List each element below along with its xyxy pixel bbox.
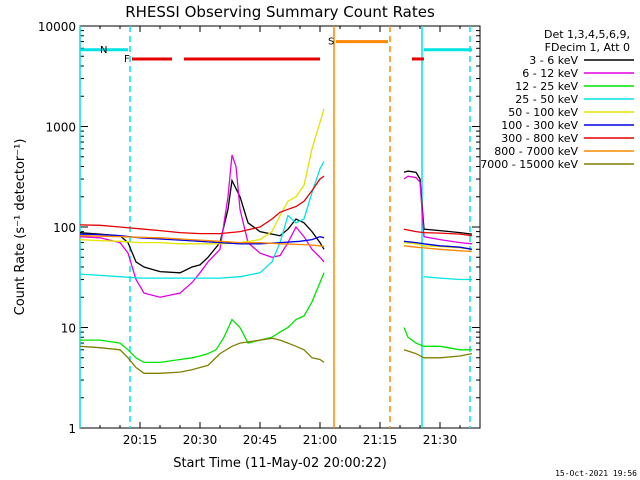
legend-label: 300 - 800 keV: [501, 132, 578, 145]
legend-label: 3 - 6 keV: [529, 54, 578, 67]
x-tick-label: 20:45: [243, 433, 278, 447]
plot-frame: [79, 25, 481, 429]
series-6-12-keV-line-after-gap: [403, 175, 473, 245]
series-800-7000-keV-line-after-gap: [403, 245, 473, 253]
y-axis-label: Count Rate (s⁻¹ detector⁻¹): [13, 139, 28, 316]
x-tick-label: 21:30: [423, 433, 458, 447]
legend-label: 100 - 300 keV: [501, 119, 578, 132]
x-tick-label: 21:00: [303, 433, 338, 447]
series-25-50-keV-line-after-gap: [423, 276, 472, 281]
y-tick-label: 1000: [45, 121, 76, 135]
y-tick-label: 100: [53, 221, 76, 235]
legend-label: 6 - 12 keV: [522, 67, 578, 80]
series-50-100-keV-line: [79, 108, 325, 245]
legend: Det 1,3,4,5,6,9,FDecim 1, Att 03 - 6 keV…: [480, 28, 634, 171]
x-tick-label: 20:15: [123, 433, 158, 447]
legend-label: 25 - 50 keV: [515, 93, 578, 106]
axis-ticks: 20:15 20:30 20:45 21:00 21:15 21:30 1 10 100 1000…: [38, 20, 481, 447]
y-tick-label: 10000: [38, 20, 76, 34]
generated-timestamp: 15-Oct-2021 19:56: [555, 469, 637, 478]
legend-label: 7000 - 15000 keV: [480, 158, 578, 171]
x-tick-label: 20:30: [183, 433, 218, 447]
data-layer: F N S: [79, 26, 473, 428]
x-axis-label: Start Time (11-May-02 20:00:22): [173, 456, 387, 471]
series-25-50-keV-line: [79, 161, 325, 279]
series-800-7000-keV-line: [79, 235, 325, 248]
legend-header-line: FDecim 1, Att 0: [545, 41, 630, 54]
y-tick-label: 10: [61, 322, 76, 336]
flag-label-s: S: [328, 37, 334, 48]
series-12-25-keV-line: [80, 272, 325, 364]
legend-label: 800 - 7000 keV: [494, 145, 578, 158]
x-tick-label: 21:15: [363, 433, 398, 447]
legend-header-line: Det 1,3,4,5,6,9,: [544, 28, 630, 41]
legend-label: 50 - 100 keV: [508, 106, 578, 119]
series-7000-15000-keV-line-after-gap: [403, 349, 473, 359]
y-tick-label: 1: [68, 422, 76, 436]
legend-label: 12 - 25 keV: [515, 80, 578, 93]
series-3-6-keV-line-after-gap: [403, 170, 473, 235]
flag-label-n: N: [100, 45, 107, 56]
chart-title: RHESSI Observing Summary Count Rates: [125, 3, 435, 21]
series-300-800-keV-line-after-gap: [403, 228, 473, 237]
series-7000-15000-keV-line: [79, 337, 325, 374]
series-300-800-keV-line: [79, 175, 325, 235]
flag-label-f: F: [124, 54, 130, 65]
series-100-300-keV-line-after-gap: [403, 240, 473, 250]
series-12-25-keV-line-after-gap: [403, 327, 472, 351]
series-3-6-keV-line: [79, 178, 325, 274]
series-6-12-keV-line: [79, 154, 325, 298]
